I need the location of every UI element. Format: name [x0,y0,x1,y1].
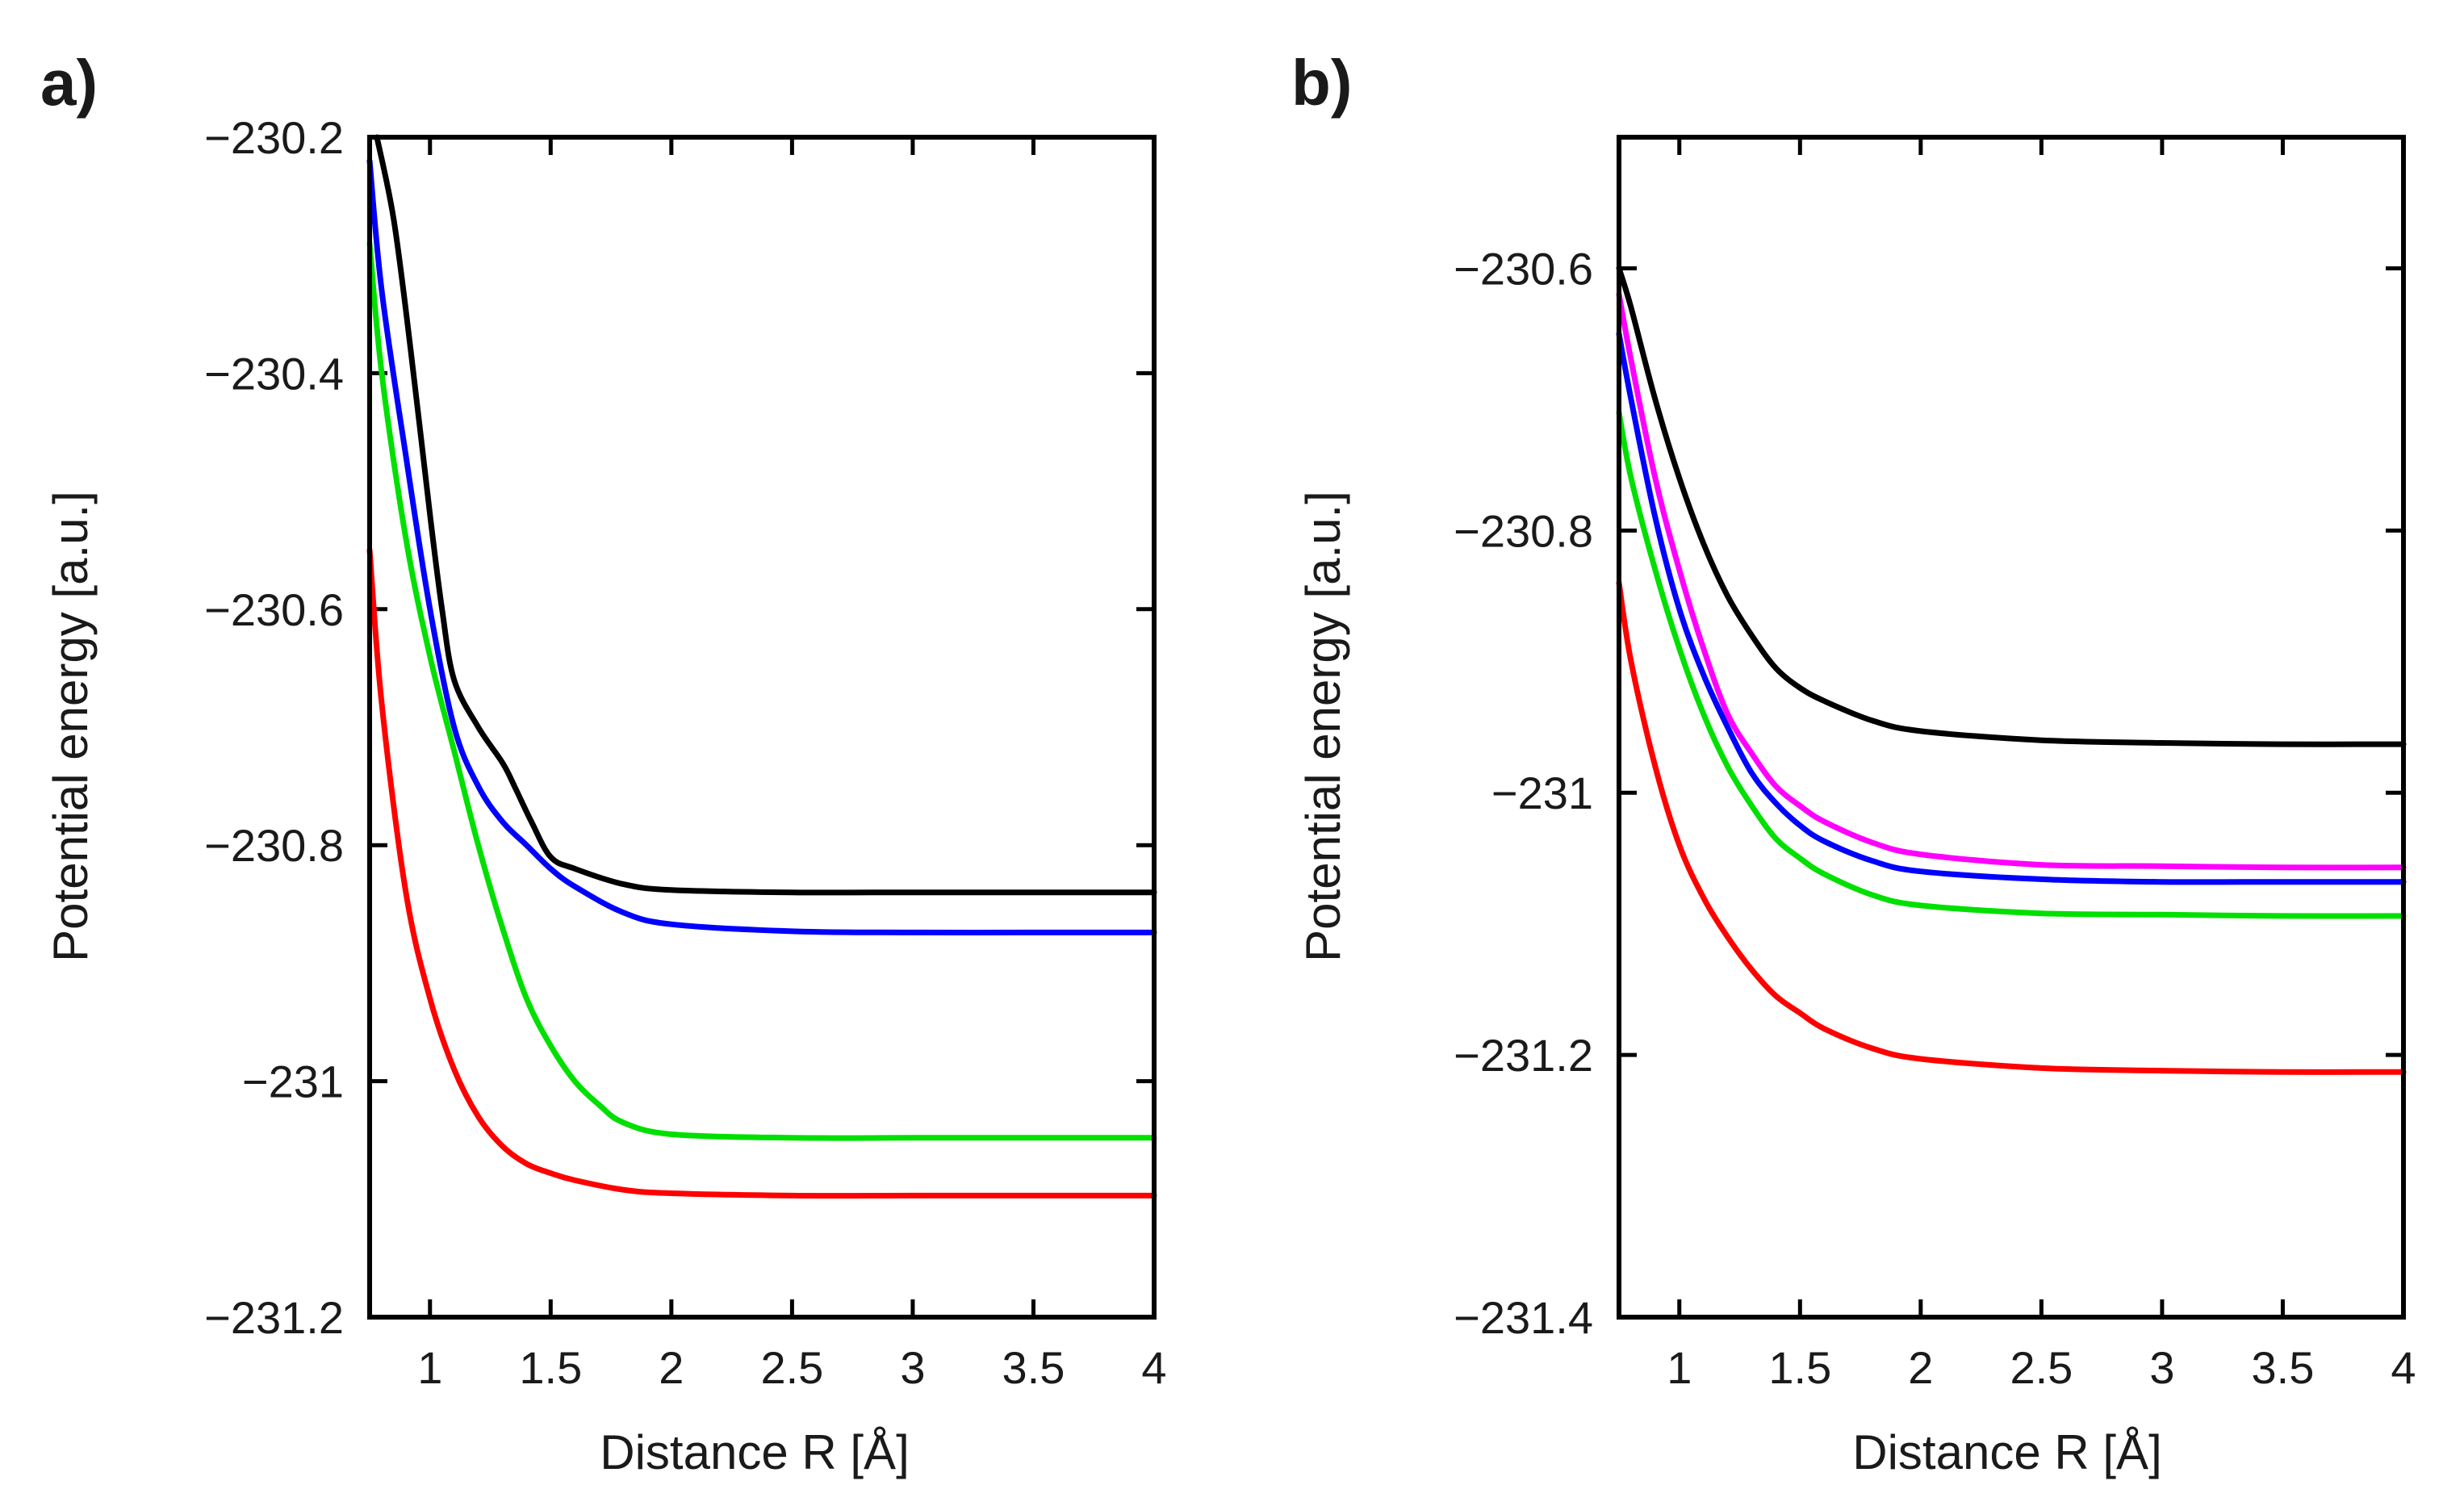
panel-b-xtick-label: 3 [2149,1342,2174,1393]
panel-b-xtick-label: 3.5 [2252,1342,2315,1393]
panel-b-series-magenta [1616,291,2407,871]
panel-b-frame [1617,135,2406,1320]
panel-b-ytick-label: −230.8 [1454,505,1593,556]
panel-b-xlabel: Distance R [Å] [1852,1425,2161,1479]
panel-a-xlabel: Distance R [Å] [600,1425,909,1479]
panel-a-frame [367,135,1157,1320]
panel-a-ytick-label: −230.4 [204,348,344,399]
panel-b: b) Potential energy [a.u.] Distance R [Å… [1291,47,2416,1479]
panel-b-label: b) [1291,47,1353,119]
panel-a-ytick-label: −231.2 [204,1292,344,1343]
panel-a-series-red [366,547,1157,1199]
panel-a-ytick-label: −231 [242,1056,344,1107]
panel-a-xtick-label: 3 [900,1342,925,1393]
panel-b-ytick-label: −231 [1491,768,1593,818]
panel-a-series-green [366,241,1157,1141]
panel-b-xtick-label: 1.5 [1768,1342,1831,1393]
panel-a-ticks: 1 1.5 2 2.5 3 3.5 4 −230.2 −230.4 −230.6 −230.8 −23… [204,112,1166,1393]
panel-b-series-green [1616,409,2407,919]
panel-b-ytick-label: −231.4 [1454,1292,1593,1343]
panel-a-xtick-label: 3.5 [1002,1342,1065,1393]
panel-b-ticks: 1 1.5 2 2.5 3 3.5 4 −230.6 −230.8 −231 −231.2 −231.… [1454,137,2416,1393]
panel-b-series [1616,265,2407,1075]
panel-a-ylabel: Potential energy [a.u.] [44,491,98,962]
panel-b-series-blue [1616,331,2407,885]
panel-b-xtick-label: 2 [1908,1342,1933,1393]
panel-b-series-black [1616,265,2407,747]
panel-a-xtick-label: 1 [417,1342,442,1393]
panel-a-label: a) [40,47,98,119]
panel-a-xtick-label: 2.5 [760,1342,823,1393]
panel-a-series-black [374,134,1157,896]
panel-b-xtick-label: 1 [1667,1342,1692,1393]
panel-a-xtick-label: 4 [1141,1342,1166,1393]
panel-a-xtick-label: 1.5 [519,1342,582,1393]
panel-a: a) Potential energy [a.u.] Distance R [Å… [40,47,1167,1479]
panel-a-ytick-label: −230.6 [204,584,344,635]
panel-a-xtick-label: 2 [659,1342,684,1393]
panel-a-series [366,134,1157,1199]
panel-a-series-blue [366,157,1157,935]
panel-a-ytick-label: −230.2 [204,112,344,163]
panel-b-series-red [1616,579,2407,1075]
panel-b-ylabel: Potential energy [a.u.] [1296,491,1350,962]
panel-b-ytick-label: −231.2 [1454,1030,1593,1081]
panel-a-ytick-label: −230.8 [204,820,344,871]
panel-b-xtick-label: 4 [2391,1342,2416,1393]
panel-b-ytick-label: −230.6 [1454,243,1593,294]
panel-b-xtick-label: 2.5 [2010,1342,2073,1393]
